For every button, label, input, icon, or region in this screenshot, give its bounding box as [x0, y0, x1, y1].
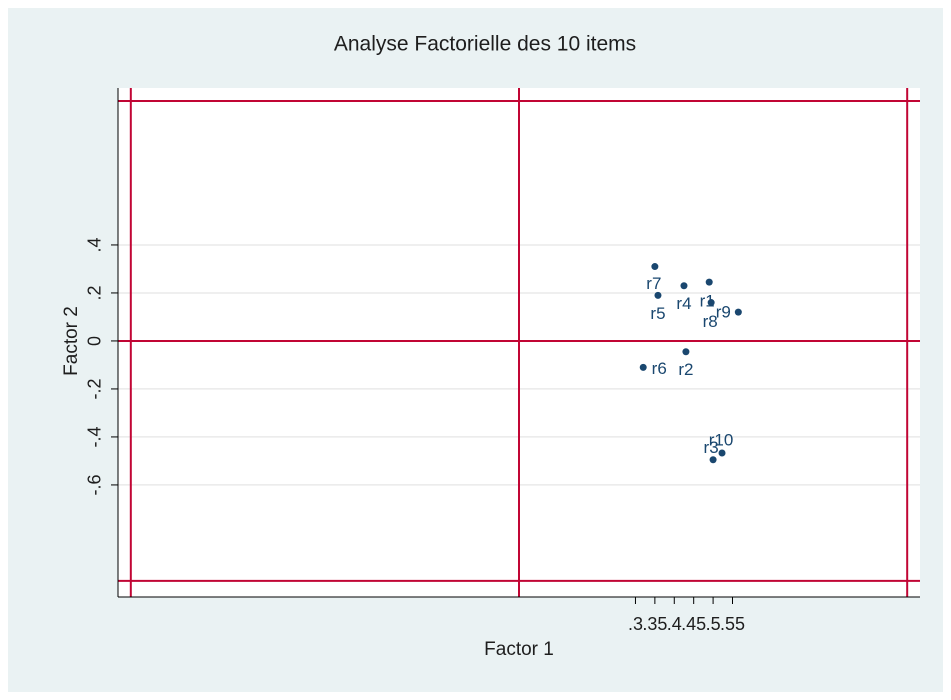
- x-tick-label: .55: [720, 614, 745, 634]
- x-tick-label: .5: [706, 614, 721, 634]
- point: [682, 348, 690, 356]
- point: [707, 299, 715, 307]
- y-tick-label: 0: [85, 336, 105, 346]
- point: [709, 456, 717, 464]
- point: [639, 363, 647, 371]
- point: [734, 308, 742, 316]
- y-tick-label: -.2: [85, 378, 105, 399]
- point-label: r7: [646, 274, 661, 293]
- x-axis-title: Factor 1: [484, 639, 554, 660]
- point-label: r5: [650, 304, 665, 323]
- point-label: r4: [676, 294, 691, 313]
- y-axis-title: Factor 2: [61, 306, 82, 376]
- x-tick-label: .35: [642, 614, 667, 634]
- x-tick-label: .45: [681, 614, 706, 634]
- point-label: r10: [709, 430, 734, 449]
- point: [705, 278, 713, 286]
- point: [718, 449, 726, 457]
- y-tick-label: .4: [85, 237, 105, 252]
- point-label: r2: [678, 360, 693, 379]
- point: [680, 282, 688, 290]
- point-label: r8: [703, 312, 718, 331]
- x-tick-label: .3: [628, 614, 643, 634]
- y-tick-label: -.4: [85, 426, 105, 447]
- x-tick-label: .4: [667, 614, 682, 634]
- point-label: r6: [652, 359, 667, 378]
- y-tick-label: -.6: [85, 474, 105, 495]
- point: [654, 291, 662, 299]
- y-tick-label: .2: [85, 285, 105, 300]
- chart-title: Analyse Factorielle des 10 items: [334, 33, 636, 56]
- point: [651, 263, 659, 271]
- point-label: r3: [704, 438, 719, 457]
- point-label: r9: [716, 303, 731, 322]
